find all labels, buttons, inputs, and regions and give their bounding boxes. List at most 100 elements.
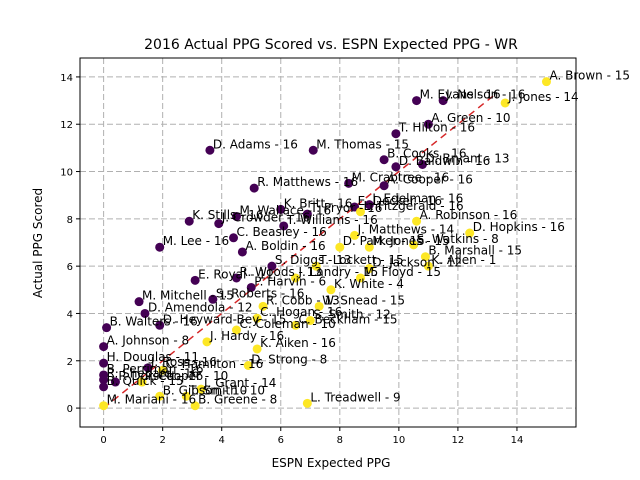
data-point	[190, 401, 200, 411]
data-point-label: J. Hardy - 16	[209, 329, 284, 343]
data-point	[208, 294, 218, 304]
data-point	[364, 242, 374, 252]
x-tick-label: 8	[337, 435, 343, 446]
data-point-label: K. Allen - 1	[431, 253, 496, 267]
data-point	[350, 230, 360, 240]
data-point	[110, 377, 120, 387]
data-point	[302, 398, 312, 408]
data-point-label: M. Lee - 16	[163, 234, 229, 248]
data-point	[202, 337, 212, 347]
data-point	[364, 200, 374, 210]
data-point-label: A. Robinson - 16	[420, 208, 518, 222]
data-point	[243, 361, 253, 370]
data-point	[308, 145, 318, 155]
data-points	[99, 77, 551, 411]
data-point	[99, 342, 109, 352]
data-point	[412, 96, 422, 106]
data-point	[438, 96, 448, 106]
y-tick-label: 6	[67, 262, 73, 273]
data-point-label: S. Smith - 12	[313, 308, 390, 322]
data-point-label: R. Woods - 13	[239, 265, 321, 279]
data-point	[99, 382, 109, 392]
data-point	[279, 221, 289, 231]
data-point	[214, 219, 224, 229]
data-point-label: M. Wallace - 16	[239, 203, 331, 217]
data-point-label: A. Brown - 15	[549, 69, 630, 83]
data-point-label: M. Mitchell - 15	[142, 289, 234, 303]
data-point	[379, 155, 389, 165]
data-point-label: C. Coleman - 10	[239, 317, 335, 331]
data-point-label: J. Jones - 14	[507, 90, 579, 104]
data-point-label: E. Decker - 16	[358, 194, 443, 208]
data-point-label: M. Thomas - 15	[316, 137, 409, 151]
data-point	[423, 261, 433, 271]
data-point	[412, 216, 422, 226]
data-point-label: R. Matthews - 16	[257, 175, 358, 189]
data-point-label: D. Strong - 8	[251, 353, 327, 367]
data-point	[196, 384, 206, 394]
data-point-label: S. Roberts - 16	[216, 286, 305, 300]
data-point-label: B. Greene - 8	[198, 393, 277, 407]
data-point-label: R. Shepard - 16	[107, 367, 200, 381]
data-point	[231, 325, 241, 335]
data-point-label: T. Hilton - 16	[398, 121, 475, 135]
data-point-label: B. Walters - 16	[110, 315, 198, 329]
data-point	[246, 282, 256, 292]
data-point	[364, 264, 374, 274]
data-point	[355, 207, 365, 217]
data-point-label: W. Snead - 15	[322, 293, 405, 307]
data-point-label: C. Hamilton - 16	[166, 357, 264, 371]
data-point	[420, 252, 430, 262]
data-point	[541, 77, 551, 87]
data-point	[231, 273, 241, 283]
data-point-label: A. Cooper - 16	[387, 173, 473, 187]
data-point	[102, 323, 112, 333]
data-point	[231, 211, 241, 221]
data-point-label: K. White - 4	[334, 277, 404, 291]
data-point-label: S. Watkins - 8	[417, 232, 499, 246]
data-point-label: D. Jackson - 12	[372, 256, 462, 270]
data-point	[344, 178, 354, 188]
data-point-label: K. Stills - 16	[192, 208, 263, 222]
data-point-label: C. Hogan - 16	[260, 305, 342, 319]
data-point	[155, 320, 165, 330]
data-point	[276, 204, 286, 214]
data-point-label: T. Pryor - 16	[309, 201, 382, 215]
chart-title: 2016 Actual PPG Scored vs. ESPN Expected…	[144, 37, 518, 53]
data-point	[291, 273, 301, 283]
y-tick-label: 0	[67, 404, 73, 415]
x-tick-label: 6	[278, 435, 284, 446]
data-point	[181, 391, 191, 401]
data-point	[190, 275, 200, 285]
y-tick-label: 10	[60, 168, 73, 179]
data-point	[391, 129, 401, 139]
data-point-label: T. Lockett - 15	[318, 253, 404, 267]
data-point	[237, 247, 247, 257]
axis-ticks: 0 2 4 6 8 10 12 14 0 2 4 6 8 10 12 14	[60, 73, 523, 446]
data-point	[229, 233, 239, 243]
data-point-label: D. Baldwin - 16	[399, 154, 490, 168]
data-point-label: E. Royal - 11	[198, 267, 273, 281]
data-point-label: B. Perriman - 16	[107, 362, 204, 376]
data-point-label: K. Aiken - 16	[260, 336, 336, 350]
data-point	[326, 285, 336, 295]
data-point	[155, 391, 165, 401]
plot-frame	[79, 57, 577, 428]
data-point	[99, 358, 109, 368]
data-point	[305, 316, 315, 326]
data-point	[158, 365, 168, 375]
data-point-label: D. Amendola - 12	[148, 300, 253, 314]
data-point	[137, 377, 147, 387]
y-tick-label: 4	[67, 309, 73, 320]
data-point-label: J. Edelman - 16	[371, 192, 463, 206]
data-point	[267, 261, 277, 271]
data-point	[252, 344, 262, 354]
data-point-label: M. Jones - 15	[372, 234, 449, 248]
data-point-label: B. Gibson - 10	[163, 383, 248, 397]
data-point-label: R. Cobb - 13	[266, 293, 340, 307]
x-tick-label: 2	[159, 435, 165, 446]
data-point	[258, 301, 268, 311]
data-point	[134, 297, 144, 307]
data-point	[99, 401, 109, 411]
